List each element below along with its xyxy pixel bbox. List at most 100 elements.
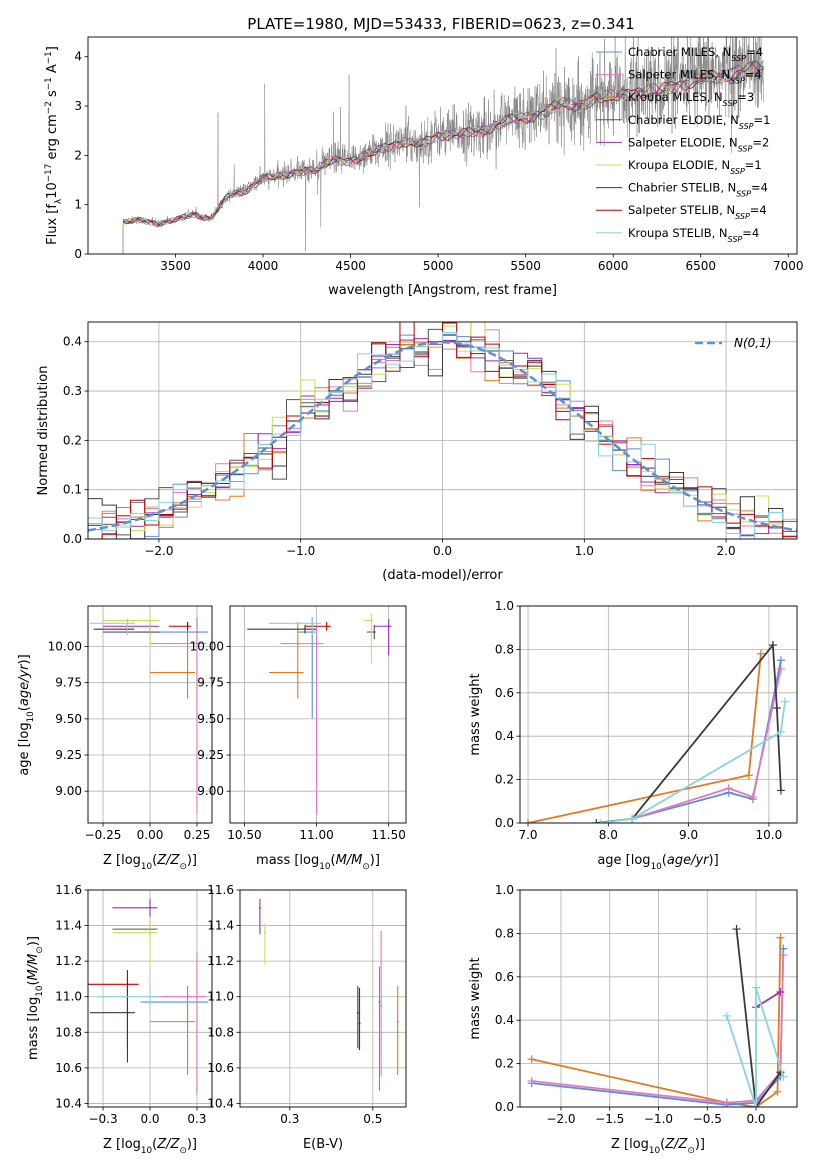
x-axis-label: E(B-V) [303, 1137, 343, 1152]
point-1 [195, 995, 198, 998]
series-marker-0 [744, 771, 753, 780]
histogram-step-6 [88, 341, 797, 539]
y-tick-label: 10.8 [55, 1025, 82, 1039]
x-tick-label: −1.5 [595, 1112, 624, 1126]
point-1 [195, 642, 198, 645]
point-7 [325, 625, 328, 628]
point-4 [387, 625, 390, 628]
x-tick-label: 0.5 [363, 1112, 382, 1126]
x-tick-label: 11.50 [372, 828, 406, 842]
y-tick-label: 0 [74, 247, 82, 261]
y-tick-label: 2 [74, 148, 82, 162]
series-marker-0 [776, 933, 785, 942]
legend-entry-0: Chabrier MILES, NSSP=4 [628, 45, 763, 63]
point-2 [186, 1020, 189, 1023]
x-tick-label: 11.00 [299, 828, 333, 842]
y-tick-label: 0.2 [495, 1057, 514, 1071]
x-tick-label: 6000 [598, 259, 629, 273]
model-line-7 [122, 62, 764, 227]
series-line-3 [755, 991, 781, 1008]
point-4 [149, 906, 151, 909]
point-8 [311, 622, 314, 625]
y-tick-label: 10.4 [55, 1096, 82, 1110]
series-marker-5 [779, 1072, 788, 1081]
y-tick-label: 0.1 [63, 483, 82, 497]
y-tick-label: 9.00 [197, 784, 224, 798]
y-tick-label: 11.4 [207, 919, 234, 933]
x-tick-label: 1.0 [575, 544, 594, 558]
y-tick-label: 0.8 [495, 926, 514, 940]
x-tick-label: 4000 [248, 259, 279, 273]
series-marker-5 [722, 1011, 731, 1020]
legend-entry-1: Salpeter MILES, NSSP=4 [628, 68, 762, 86]
x-tick-label: 5000 [423, 259, 454, 273]
series-marker-1 [776, 656, 785, 665]
plot-area [88, 322, 797, 539]
series-line-1 [531, 948, 785, 1106]
y-tick-label: 11.6 [55, 883, 82, 897]
x-tick-label: −2.0 [144, 544, 173, 558]
x-tick-label: 8.0 [599, 828, 618, 842]
x-tick-label: −0.25 [85, 828, 122, 842]
point-8 [126, 622, 129, 625]
y-tick-label: 9.75 [55, 676, 82, 690]
panel-residual_distribution: −2.0 −1.0 0.0 1.0 2.0 0.0 0.1 0.2 0.3 0.4 (data-mo… [36, 321, 798, 583]
y-tick-label: 11.0 [207, 990, 234, 1004]
series-marker-3 [768, 641, 777, 650]
series-marker-3 [772, 703, 781, 712]
panel-mass_vs_Z: −0.3 0.0 0.3 10.4 10.6 10.8 11.0 11.2 11.4 11.6 Z … [26, 883, 213, 1156]
y-tick-label: 10.6 [55, 1061, 82, 1075]
x-tick-label: 0.0 [746, 1112, 765, 1126]
axes-frame [87, 321, 798, 540]
series-marker-5 [752, 1103, 761, 1107]
x-tick-label: 2.0 [717, 544, 736, 558]
x-tick-label: 10.0 [756, 828, 783, 842]
y-tick-label: 10.6 [207, 1061, 234, 1075]
series-line-4 [600, 701, 786, 823]
y-tick-label: 0.4 [495, 1013, 514, 1027]
point-5 [380, 1004, 383, 1007]
legend-label-normal: N(0,1) [734, 336, 771, 350]
axes-frame [87, 605, 213, 824]
point-3 [358, 1022, 361, 1025]
x-axis-label: (data-model)/error [382, 568, 503, 583]
x-axis-label: Z [log10(Z/Z⊙)] [103, 853, 197, 872]
plot-area [88, 898, 209, 1095]
legend-entry-4: Salpeter ELODIE, NSSP=2 [628, 135, 769, 153]
x-tick-label: 0.00 [137, 828, 164, 842]
y-tick-label: 0.2 [63, 433, 82, 447]
point-3 [373, 631, 376, 634]
y-tick-label: 11.0 [55, 990, 82, 1004]
plot-area [247, 613, 392, 815]
x-tick-label: 0.25 [184, 828, 211, 842]
x-tick-label: −2.0 [546, 1112, 575, 1126]
plot-layer: 3500 4000 4500 5000 5500 6000 6500 7000 0 1 2 3 4 wav… [17, 36, 804, 1156]
y-tick-label: 11.4 [55, 919, 82, 933]
axes-frame [229, 605, 407, 824]
x-tick-label: 10.50 [227, 828, 261, 842]
panel-mass_weight_vs_Z: −2.0 −1.5 −1.0 −0.5 0.0 0.0 0.2 0.4 0.6 0.8 1.0 Z [… [468, 883, 798, 1156]
x-axis-label: Z [log10(Z/Z⊙)] [611, 1137, 705, 1156]
x-tick-label: 9.0 [679, 828, 698, 842]
legend-entry-5: Kroupa ELODIE, NSSP=1 [628, 158, 762, 176]
y-tick-label: 9.00 [55, 784, 82, 798]
panel-spectrum: 3500 4000 4500 5000 5500 6000 6500 7000 0 1 2 3 4 wav… [44, 36, 804, 298]
y-tick-label: 4 [74, 50, 82, 64]
series-marker-3 [776, 987, 785, 996]
y-tick-label: 3 [74, 99, 82, 113]
series-line-4 [735, 929, 782, 1107]
y-axis-label: Normed distribution [36, 366, 51, 496]
point-1 [315, 642, 318, 645]
x-axis-label: mass [log10(M/M⊙)] [256, 853, 380, 872]
y-tick-label: 1.0 [495, 599, 514, 613]
y-tick-label: 9.75 [197, 676, 224, 690]
plot-area [122, 37, 765, 254]
x-tick-label: 6500 [685, 259, 716, 273]
legend-entry-3: Chabrier ELODIE, NSSP=1 [628, 113, 770, 131]
y-tick-label: 1 [74, 198, 82, 212]
legend-entry-2: Kroupa MILES, NSSP=3 [628, 90, 754, 108]
series-marker-4 [776, 727, 785, 736]
normal-curve [88, 340, 797, 532]
y-tick-label: 9.50 [55, 712, 82, 726]
